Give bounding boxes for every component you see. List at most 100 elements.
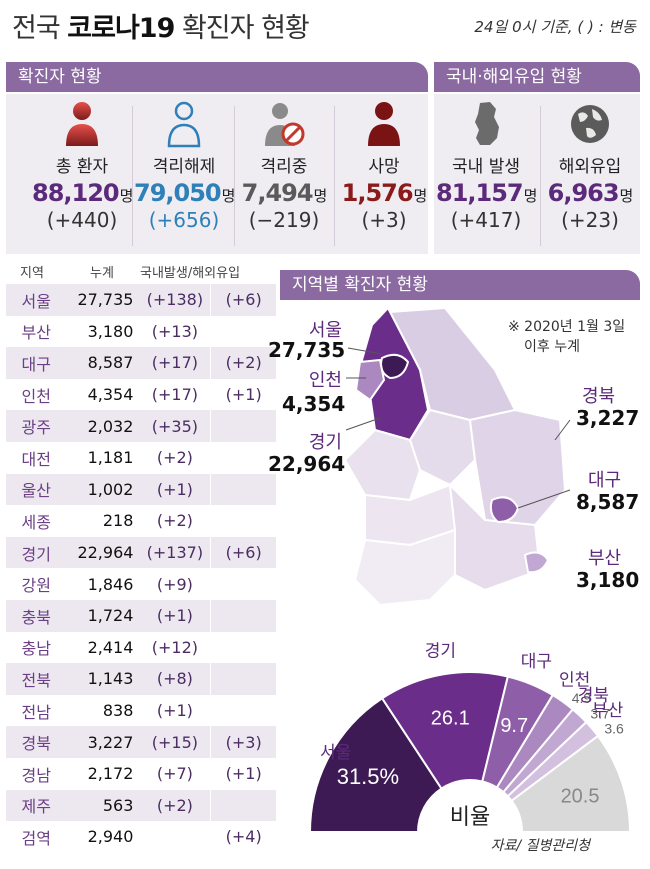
region-domestic: (+2) [139,441,212,474]
map-banner: 지역별 확진자 현황 [280,270,640,300]
region-total: 838 [102,701,134,721]
region-jeonnam [353,528,456,607]
region-imported [210,410,276,442]
region-domestic: (+15) [139,726,212,758]
stat-deceased: 사망 1,576명 (+3) [334,100,434,232]
region-name: 부산 [21,323,51,343]
pie-value-label: 26.1 [431,708,470,730]
pie-slice [510,734,632,833]
region-busan [523,551,550,574]
region-name: 경기 [6,536,67,569]
region-total: 1,002 [66,473,140,506]
region-row: 검역 2,940 (+4) [6,821,276,853]
stat-change: (−219) [248,208,320,232]
region-name: 제주 [6,789,67,822]
pie-value-label: 3.7 [590,705,610,721]
region-row: 인천 4,354 (+17) (+1) [6,378,276,411]
region-imported [210,663,276,695]
stat-label: 해외유입 [558,157,622,177]
divider [540,106,541,246]
region-total: 27,735 [66,284,140,316]
region-imported [210,789,276,822]
pie-value-label: 20.5 [561,785,600,807]
region-row: 경남 2,172 (+7) (+1) [6,757,276,790]
map-note: ※ 2020년 1월 3일 [508,319,626,335]
region-name: 충북 [6,599,67,632]
region-domestic: (+138) [139,284,212,316]
person-deceased-icon [368,102,400,146]
region-name: 전북 [6,663,67,695]
stat-value: 81,157명 [436,179,537,207]
region-row: 제주 563 (+2) [6,789,276,822]
divider [132,106,133,246]
region-domestic: (+1) [139,473,212,506]
region-domestic [139,821,212,853]
region-row: 대구 8,587 (+17) (+2) [6,347,276,379]
region-incheon [354,358,386,402]
region-imported: (+6) [210,536,276,569]
region-row: 전북 1,143 (+8) [6,663,276,695]
stat-change: (+23) [561,208,619,232]
region-domestic: (+2) [139,505,212,537]
region-total: 2,940 [87,827,134,847]
pie-value-label: 3.6 [604,720,624,736]
pie-value-label: 4.9 [572,690,592,706]
map-value-busan: 3,180 [576,568,640,592]
region-domestic: (+7) [139,757,212,790]
region-imported: (+1) [225,764,262,784]
region-row: 광주 2,032 (+35) [6,410,276,442]
header-region: 지역 [20,266,44,281]
stat-change: (+656) [148,208,220,232]
region-name: 서울 [6,284,67,316]
region-imported [211,316,276,348]
status-banner: 확진자 현황 [6,62,428,92]
region-imported [211,695,276,727]
stat-value: 6,963명 [547,179,634,207]
region-domestic: (+17) [139,347,212,379]
stat-change: (+3) [361,208,407,232]
stat-label: 국내 발생 [452,157,520,177]
region-row: 경기 22,964 (+137) (+6) [6,536,276,569]
region-row: 강원 1,846 (+9) [6,568,276,600]
stat-value: 79,050명 [134,179,235,207]
region-domestic: (+137) [139,536,212,569]
pie-center-label: 비율 [450,804,490,829]
pie-slice [308,696,443,833]
region-total: 563 [66,789,140,822]
region-table: 서울 27,735 (+138) (+6) 부산 3,180 (+13) 대구 8,587 (+1… [6,284,276,853]
stat-label: 격리해제 [152,157,216,177]
region-total: 8,587 [66,347,140,379]
region-domestic: (+35) [139,410,212,442]
title-part-2: 코로나19 [67,13,175,44]
region-name: 세종 [21,512,51,532]
map-label-seoul: 서울 [308,320,342,341]
map-label-gyeonggi: 경기 [308,432,342,453]
region-imported: (+4) [225,827,262,847]
region-name: 강원 [21,576,51,596]
region-total: 4,354 [87,385,134,405]
stat-change: (+440) [46,208,118,232]
region-name: 충남 [21,639,51,659]
region-name: 전남 [21,702,51,722]
region-imported: (+3) [210,726,276,758]
region-row: 경북 3,227 (+15) (+3) [6,726,276,758]
region-domestic: (+2) [139,789,212,822]
region-row: 울산 1,002 (+1) [6,473,276,506]
pie-value-label: 31.5% [337,764,399,789]
region-total: 2,172 [87,764,134,784]
korea-region-map [343,306,567,607]
stat-label: 총 환자 [55,157,109,177]
map-label-daegu: 대구 [588,470,622,491]
region-imported [211,505,276,537]
region-imported: (+6) [210,284,276,316]
korea-map-icon [475,102,499,145]
pie-value-label: 9.7 [500,715,528,737]
region-row: 부산 3,180 (+13) [6,315,276,348]
pie-category-label: 인천 [559,671,590,690]
stat-total: 총 환자 88,120명 (+440) [32,100,133,232]
map-value-seoul: 27,735 [268,338,346,362]
region-row: 대전 1,181 (+2) [6,441,276,474]
stat-imported: 해외유입 6,963명 (+23) [540,100,640,232]
region-imported [211,442,276,474]
